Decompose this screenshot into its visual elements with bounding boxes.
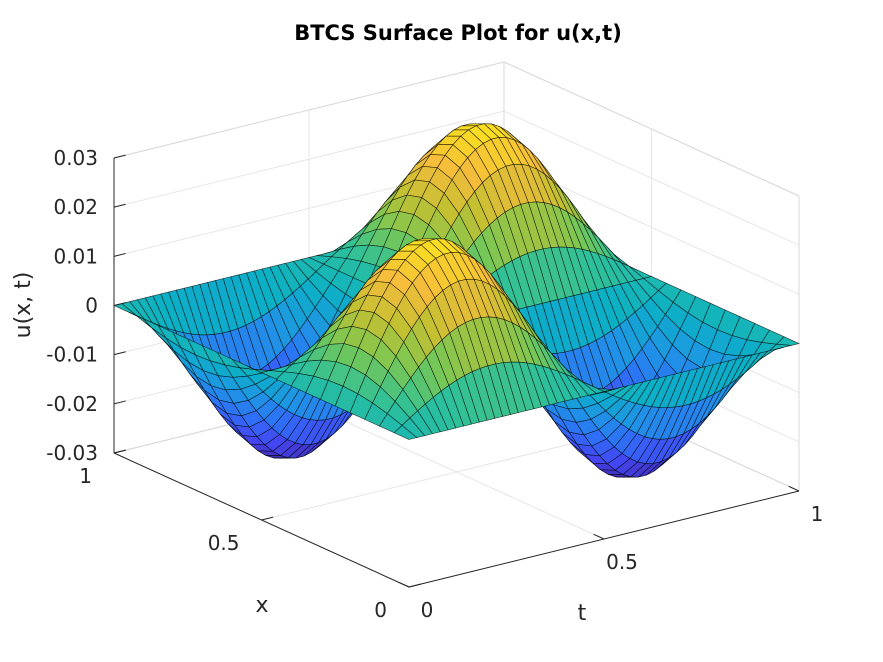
grid-line-wall-z bbox=[113, 110, 505, 208]
z-tick-label: -0.03 bbox=[46, 441, 98, 465]
z-tick-label: 0.03 bbox=[53, 146, 98, 170]
t-tick bbox=[788, 485, 800, 492]
surface-mesh bbox=[113, 123, 800, 478]
chart-title: BTCS Surface Plot for u(x,t) bbox=[294, 21, 622, 45]
z-tick bbox=[113, 252, 126, 257]
z-tick bbox=[113, 154, 126, 159]
box-edge bbox=[503, 61, 800, 197]
z-tick bbox=[113, 351, 126, 356]
tick-labels: 0 0.5 1 0 0.5 1 0.03 0.02 0.01 0 -0.01 -0.02 -0.03 bbox=[46, 146, 823, 622]
z-axis-label: u(x, t) bbox=[11, 272, 36, 339]
x-tick-label: 0.5 bbox=[208, 531, 240, 555]
surface-face bbox=[393, 424, 418, 440]
x-tick-label: 1 bbox=[79, 464, 92, 488]
t-tick bbox=[398, 581, 410, 588]
box-edge bbox=[113, 61, 505, 159]
t-tick-label: 0 bbox=[421, 598, 434, 622]
tick-marks bbox=[113, 154, 800, 588]
t-tick-label: 0.5 bbox=[606, 550, 638, 574]
z-tick-label: 0.01 bbox=[53, 244, 98, 268]
z-tick bbox=[113, 400, 126, 405]
z-tick bbox=[113, 302, 126, 306]
x-tick bbox=[261, 516, 274, 521]
z-tick-label: 0 bbox=[85, 294, 98, 318]
t-tick-label: 1 bbox=[811, 502, 824, 526]
z-tick bbox=[113, 203, 126, 208]
x-axis-label: x bbox=[255, 593, 268, 618]
z-tick-label: -0.01 bbox=[46, 343, 98, 367]
x-tick bbox=[408, 583, 421, 588]
z-tick-label: 0.02 bbox=[53, 195, 98, 219]
z-tick bbox=[113, 449, 126, 454]
z-tick-label: -0.02 bbox=[46, 392, 98, 416]
x-tick-label: 0 bbox=[374, 598, 387, 622]
t-axis-label: t bbox=[578, 601, 587, 626]
t-tick bbox=[593, 533, 605, 540]
grid-line-side-z bbox=[503, 110, 800, 246]
